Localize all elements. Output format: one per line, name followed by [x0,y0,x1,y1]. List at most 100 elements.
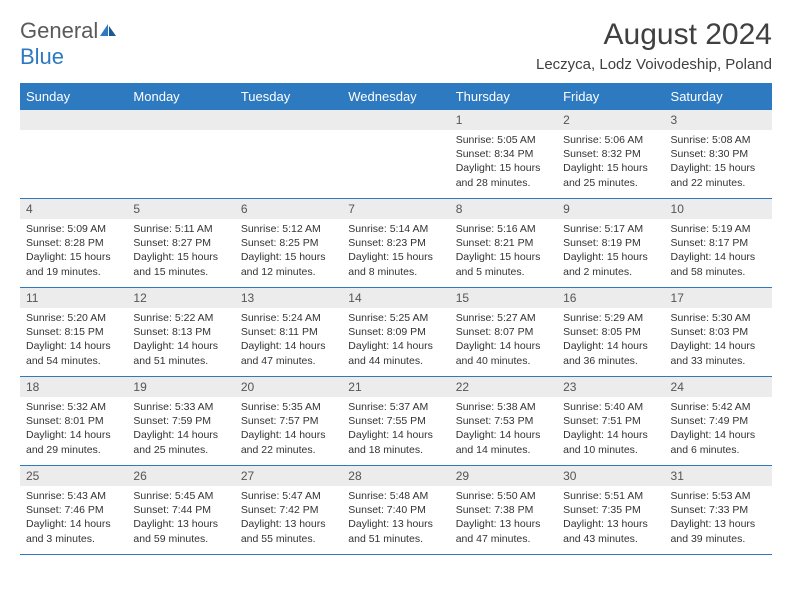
day-content: Sunrise: 5:20 AMSunset: 8:15 PMDaylight:… [20,308,127,376]
empty-day-number [342,110,449,130]
day-number: 17 [665,288,772,308]
logo-word2: Blue [20,44,64,69]
calendar-body: 1Sunrise: 5:05 AMSunset: 8:34 PMDaylight… [20,110,772,555]
sunset-line: Sunset: 7:59 PM [133,414,228,428]
calendar-cell: 11Sunrise: 5:20 AMSunset: 8:15 PMDayligh… [20,288,127,377]
day-number: 13 [235,288,342,308]
day-content: Sunrise: 5:06 AMSunset: 8:32 PMDaylight:… [557,130,664,198]
day-number: 14 [342,288,449,308]
calendar-cell: 22Sunrise: 5:38 AMSunset: 7:53 PMDayligh… [450,377,557,466]
sunset-line: Sunset: 8:19 PM [563,236,658,250]
calendar-cell: 14Sunrise: 5:25 AMSunset: 8:09 PMDayligh… [342,288,449,377]
sunrise-line: Sunrise: 5:37 AM [348,400,443,414]
calendar-cell: 5Sunrise: 5:11 AMSunset: 8:27 PMDaylight… [127,199,234,288]
day-number: 10 [665,199,772,219]
sunrise-line: Sunrise: 5:24 AM [241,311,336,325]
calendar-cell: 20Sunrise: 5:35 AMSunset: 7:57 PMDayligh… [235,377,342,466]
daylight-line: Daylight: 13 hours and 59 minutes. [133,517,228,545]
calendar-cell: 15Sunrise: 5:27 AMSunset: 8:07 PMDayligh… [450,288,557,377]
sunrise-line: Sunrise: 5:42 AM [671,400,766,414]
month-title: August 2024 [536,18,772,52]
daylight-line: Daylight: 14 hours and 6 minutes. [671,428,766,456]
sunrise-line: Sunrise: 5:45 AM [133,489,228,503]
weekday-header: Tuesday [235,83,342,110]
sunrise-line: Sunrise: 5:48 AM [348,489,443,503]
day-number: 28 [342,466,449,486]
calendar-cell: 13Sunrise: 5:24 AMSunset: 8:11 PMDayligh… [235,288,342,377]
daylight-line: Daylight: 14 hours and 40 minutes. [456,339,551,367]
calendar-cell [127,110,234,199]
day-number: 22 [450,377,557,397]
day-content: Sunrise: 5:45 AMSunset: 7:44 PMDaylight:… [127,486,234,554]
empty-day-content [127,130,234,198]
sunrise-line: Sunrise: 5:19 AM [671,222,766,236]
sunset-line: Sunset: 8:21 PM [456,236,551,250]
calendar-row: 4Sunrise: 5:09 AMSunset: 8:28 PMDaylight… [20,199,772,288]
day-content: Sunrise: 5:16 AMSunset: 8:21 PMDaylight:… [450,219,557,287]
calendar-cell: 26Sunrise: 5:45 AMSunset: 7:44 PMDayligh… [127,466,234,555]
day-content: Sunrise: 5:38 AMSunset: 7:53 PMDaylight:… [450,397,557,465]
daylight-line: Daylight: 15 hours and 25 minutes. [563,161,658,189]
calendar-cell [235,110,342,199]
day-number: 5 [127,199,234,219]
calendar-cell [342,110,449,199]
day-content: Sunrise: 5:50 AMSunset: 7:38 PMDaylight:… [450,486,557,554]
sunset-line: Sunset: 7:53 PM [456,414,551,428]
sunrise-line: Sunrise: 5:11 AM [133,222,228,236]
weekday-header: Sunday [20,83,127,110]
weekday-header: Saturday [665,83,772,110]
sunset-line: Sunset: 8:25 PM [241,236,336,250]
daylight-line: Daylight: 13 hours and 51 minutes. [348,517,443,545]
sunset-line: Sunset: 7:33 PM [671,503,766,517]
sunset-line: Sunset: 8:01 PM [26,414,121,428]
calendar-cell: 28Sunrise: 5:48 AMSunset: 7:40 PMDayligh… [342,466,449,555]
header: General Blue August 2024 Leczyca, Lodz V… [20,18,772,73]
calendar-cell: 27Sunrise: 5:47 AMSunset: 7:42 PMDayligh… [235,466,342,555]
daylight-line: Daylight: 14 hours and 10 minutes. [563,428,658,456]
calendar-cell: 10Sunrise: 5:19 AMSunset: 8:17 PMDayligh… [665,199,772,288]
daylight-line: Daylight: 14 hours and 47 minutes. [241,339,336,367]
day-number: 1 [450,110,557,130]
title-block: August 2024 Leczyca, Lodz Voivodeship, P… [536,18,772,73]
sunrise-line: Sunrise: 5:06 AM [563,133,658,147]
sunrise-line: Sunrise: 5:30 AM [671,311,766,325]
sunset-line: Sunset: 7:49 PM [671,414,766,428]
sunset-line: Sunset: 8:23 PM [348,236,443,250]
calendar: SundayMondayTuesdayWednesdayThursdayFrid… [20,83,772,555]
daylight-line: Daylight: 14 hours and 33 minutes. [671,339,766,367]
day-number: 15 [450,288,557,308]
sunrise-line: Sunrise: 5:20 AM [26,311,121,325]
sunset-line: Sunset: 7:35 PM [563,503,658,517]
day-content: Sunrise: 5:33 AMSunset: 7:59 PMDaylight:… [127,397,234,465]
day-number: 8 [450,199,557,219]
sunrise-line: Sunrise: 5:50 AM [456,489,551,503]
sunset-line: Sunset: 7:57 PM [241,414,336,428]
calendar-row: 18Sunrise: 5:32 AMSunset: 8:01 PMDayligh… [20,377,772,466]
daylight-line: Daylight: 14 hours and 14 minutes. [456,428,551,456]
day-number: 2 [557,110,664,130]
sunset-line: Sunset: 7:55 PM [348,414,443,428]
sunset-line: Sunset: 8:13 PM [133,325,228,339]
sunset-line: Sunset: 7:46 PM [26,503,121,517]
calendar-row: 11Sunrise: 5:20 AMSunset: 8:15 PMDayligh… [20,288,772,377]
day-content: Sunrise: 5:12 AMSunset: 8:25 PMDaylight:… [235,219,342,287]
day-content: Sunrise: 5:37 AMSunset: 7:55 PMDaylight:… [342,397,449,465]
calendar-cell: 12Sunrise: 5:22 AMSunset: 8:13 PMDayligh… [127,288,234,377]
daylight-line: Daylight: 14 hours and 58 minutes. [671,250,766,278]
day-content: Sunrise: 5:14 AMSunset: 8:23 PMDaylight:… [342,219,449,287]
calendar-cell: 19Sunrise: 5:33 AMSunset: 7:59 PMDayligh… [127,377,234,466]
day-content: Sunrise: 5:11 AMSunset: 8:27 PMDaylight:… [127,219,234,287]
calendar-cell: 7Sunrise: 5:14 AMSunset: 8:23 PMDaylight… [342,199,449,288]
empty-day-content [235,130,342,198]
calendar-cell: 8Sunrise: 5:16 AMSunset: 8:21 PMDaylight… [450,199,557,288]
daylight-line: Daylight: 14 hours and 18 minutes. [348,428,443,456]
day-number: 12 [127,288,234,308]
sunrise-line: Sunrise: 5:35 AM [241,400,336,414]
daylight-line: Daylight: 13 hours and 39 minutes. [671,517,766,545]
day-number: 31 [665,466,772,486]
daylight-line: Daylight: 14 hours and 36 minutes. [563,339,658,367]
calendar-cell: 31Sunrise: 5:53 AMSunset: 7:33 PMDayligh… [665,466,772,555]
sunset-line: Sunset: 8:28 PM [26,236,121,250]
calendar-cell: 18Sunrise: 5:32 AMSunset: 8:01 PMDayligh… [20,377,127,466]
empty-day-number [235,110,342,130]
